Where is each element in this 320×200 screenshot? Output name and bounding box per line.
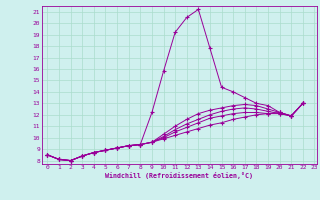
- X-axis label: Windchill (Refroidissement éolien,°C): Windchill (Refroidissement éolien,°C): [105, 172, 253, 179]
